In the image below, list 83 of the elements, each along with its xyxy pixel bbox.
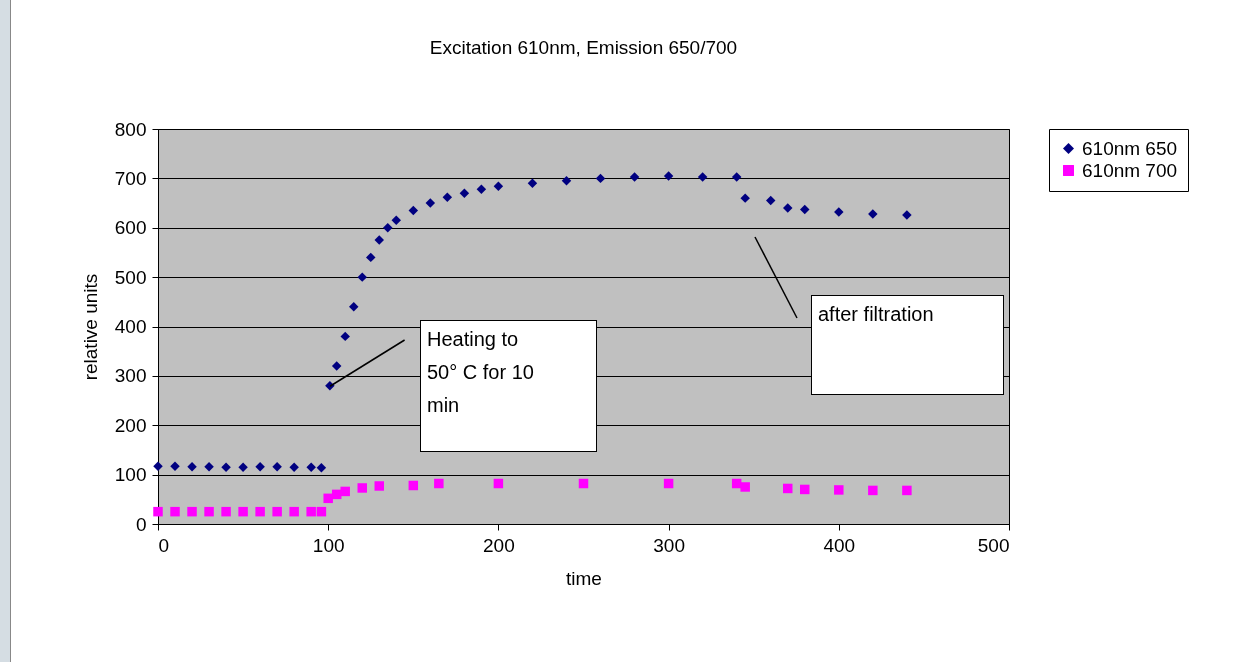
y-tick-label: 700 [114, 167, 147, 189]
point [663, 478, 674, 489]
text-box: after filtration [811, 295, 1004, 395]
point [238, 462, 248, 472]
point [204, 461, 214, 472]
point [316, 462, 327, 473]
point [170, 506, 180, 517]
point [331, 361, 342, 371]
point [783, 483, 793, 494]
y-tick-label: 800 [114, 118, 147, 140]
point [765, 195, 776, 206]
point [383, 223, 393, 233]
x-tick-label: 400 [823, 534, 856, 556]
x-tick-label: 100 [312, 534, 345, 556]
point [740, 482, 750, 492]
point [783, 203, 793, 213]
y-axis-title: relative units [79, 273, 101, 381]
point [740, 193, 750, 203]
point [459, 188, 470, 198]
point [902, 485, 912, 496]
x-axis-title: time [566, 567, 602, 589]
y-tick-label: 600 [114, 217, 147, 239]
point [408, 205, 419, 216]
point [340, 486, 350, 497]
point [289, 462, 299, 472]
point [316, 506, 327, 517]
point [868, 485, 878, 496]
chart-title: Excitation 610nm, Emission 650/700 [429, 37, 738, 58]
point [561, 176, 572, 186]
point [834, 207, 844, 217]
point [306, 506, 316, 517]
y-tick-label: 100 [114, 464, 147, 486]
point [323, 493, 333, 504]
point [357, 483, 367, 493]
point [493, 181, 504, 192]
text-box: Heating to 50° C for 10 min [420, 320, 597, 452]
point [255, 461, 265, 472]
x-tick-label: 200 [483, 534, 515, 556]
y-tick-label: 400 [114, 316, 147, 337]
point [629, 172, 640, 182]
point [348, 302, 359, 312]
point [374, 235, 384, 245]
point [800, 204, 810, 215]
point [187, 506, 197, 517]
point [153, 506, 163, 517]
point [391, 215, 402, 226]
x-tick-label: 0 [158, 534, 170, 556]
point [800, 484, 810, 495]
point [493, 478, 504, 489]
point [357, 272, 367, 282]
legend-label: 610nm 700 [1082, 159, 1178, 181]
x-tick-label: 300 [653, 534, 685, 556]
point [408, 480, 419, 491]
legend-label: 610nm 650 [1082, 137, 1178, 159]
point [697, 172, 708, 182]
y-tick-label: 300 [114, 365, 147, 387]
point [221, 462, 231, 472]
point [204, 506, 214, 517]
y-tick-label: 0 [135, 513, 147, 535]
y-tick-label: 500 [114, 266, 147, 288]
point [187, 461, 197, 472]
point [527, 178, 538, 189]
point [434, 478, 444, 489]
point [255, 506, 265, 517]
x-tick-label: 500 [977, 534, 1010, 556]
point [366, 252, 376, 263]
point [272, 461, 282, 472]
point [306, 462, 316, 472]
point [731, 172, 742, 182]
point [374, 481, 384, 491]
point [221, 506, 231, 517]
point [663, 171, 674, 181]
point [340, 331, 350, 342]
point [442, 192, 453, 202]
point [834, 485, 844, 495]
point [578, 478, 589, 489]
point [595, 173, 606, 184]
point [238, 506, 248, 517]
point [425, 198, 436, 208]
point [476, 184, 487, 194]
point [289, 506, 299, 517]
point [272, 506, 282, 517]
y-tick-label: 200 [114, 414, 147, 436]
